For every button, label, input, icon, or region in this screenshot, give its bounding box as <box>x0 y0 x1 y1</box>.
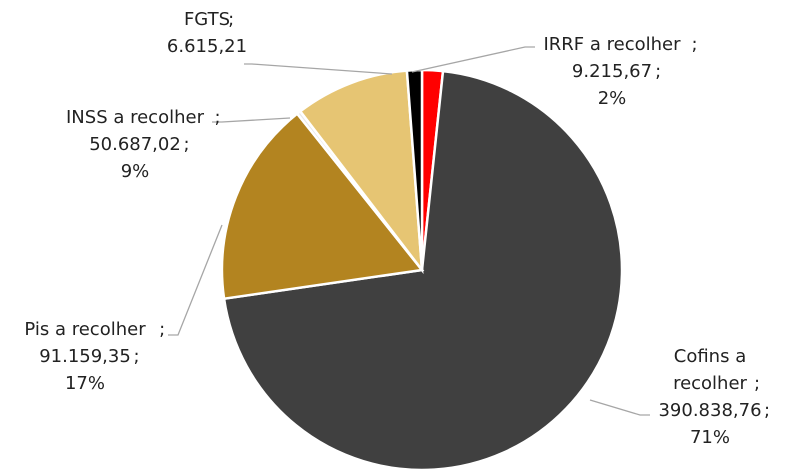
category-label: IRRF a recolher <box>543 34 681 55</box>
value-label: 6.615,21 <box>167 36 247 57</box>
separator: ; <box>764 400 770 421</box>
category-label: FGTS <box>184 9 230 30</box>
category-label: Pis a recolher <box>24 319 146 340</box>
percent-label: 71% <box>690 427 730 448</box>
category-label: INSS a recolher <box>66 107 205 128</box>
leader-line <box>589 399 650 416</box>
separator: ; <box>214 107 220 128</box>
value-label: 50.687,02 <box>89 134 181 155</box>
value-label: 390.838,76 <box>658 400 761 421</box>
slice <box>298 69 424 275</box>
separator: ; <box>754 373 760 394</box>
category-label: Cofins a recolher <box>673 346 747 394</box>
leader-line <box>411 46 535 73</box>
separator: ; <box>691 34 697 55</box>
pie <box>220 68 624 472</box>
labels: IRRF a recolher ;9.215,67 ;2%Cofins a recol… <box>24 9 770 448</box>
leader-line <box>212 117 291 123</box>
leader-line <box>168 224 223 336</box>
leader-line <box>244 63 393 75</box>
separator: ; <box>159 319 165 340</box>
separator: ; <box>655 61 661 82</box>
value-label: 9.215,67 <box>572 61 652 82</box>
slice <box>220 111 425 301</box>
percent-label: 9% <box>121 161 150 182</box>
separator: ; <box>134 346 140 367</box>
value-label: 91.159,35 <box>39 346 131 367</box>
separator: ; <box>228 9 234 30</box>
percent-label: 17% <box>65 373 105 394</box>
separator: ; <box>184 134 190 155</box>
percent-label: 2% <box>598 88 627 109</box>
